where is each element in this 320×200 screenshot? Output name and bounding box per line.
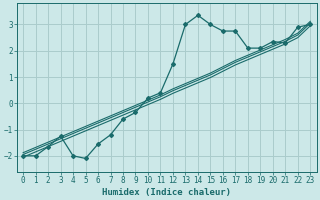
X-axis label: Humidex (Indice chaleur): Humidex (Indice chaleur) (102, 188, 231, 197)
